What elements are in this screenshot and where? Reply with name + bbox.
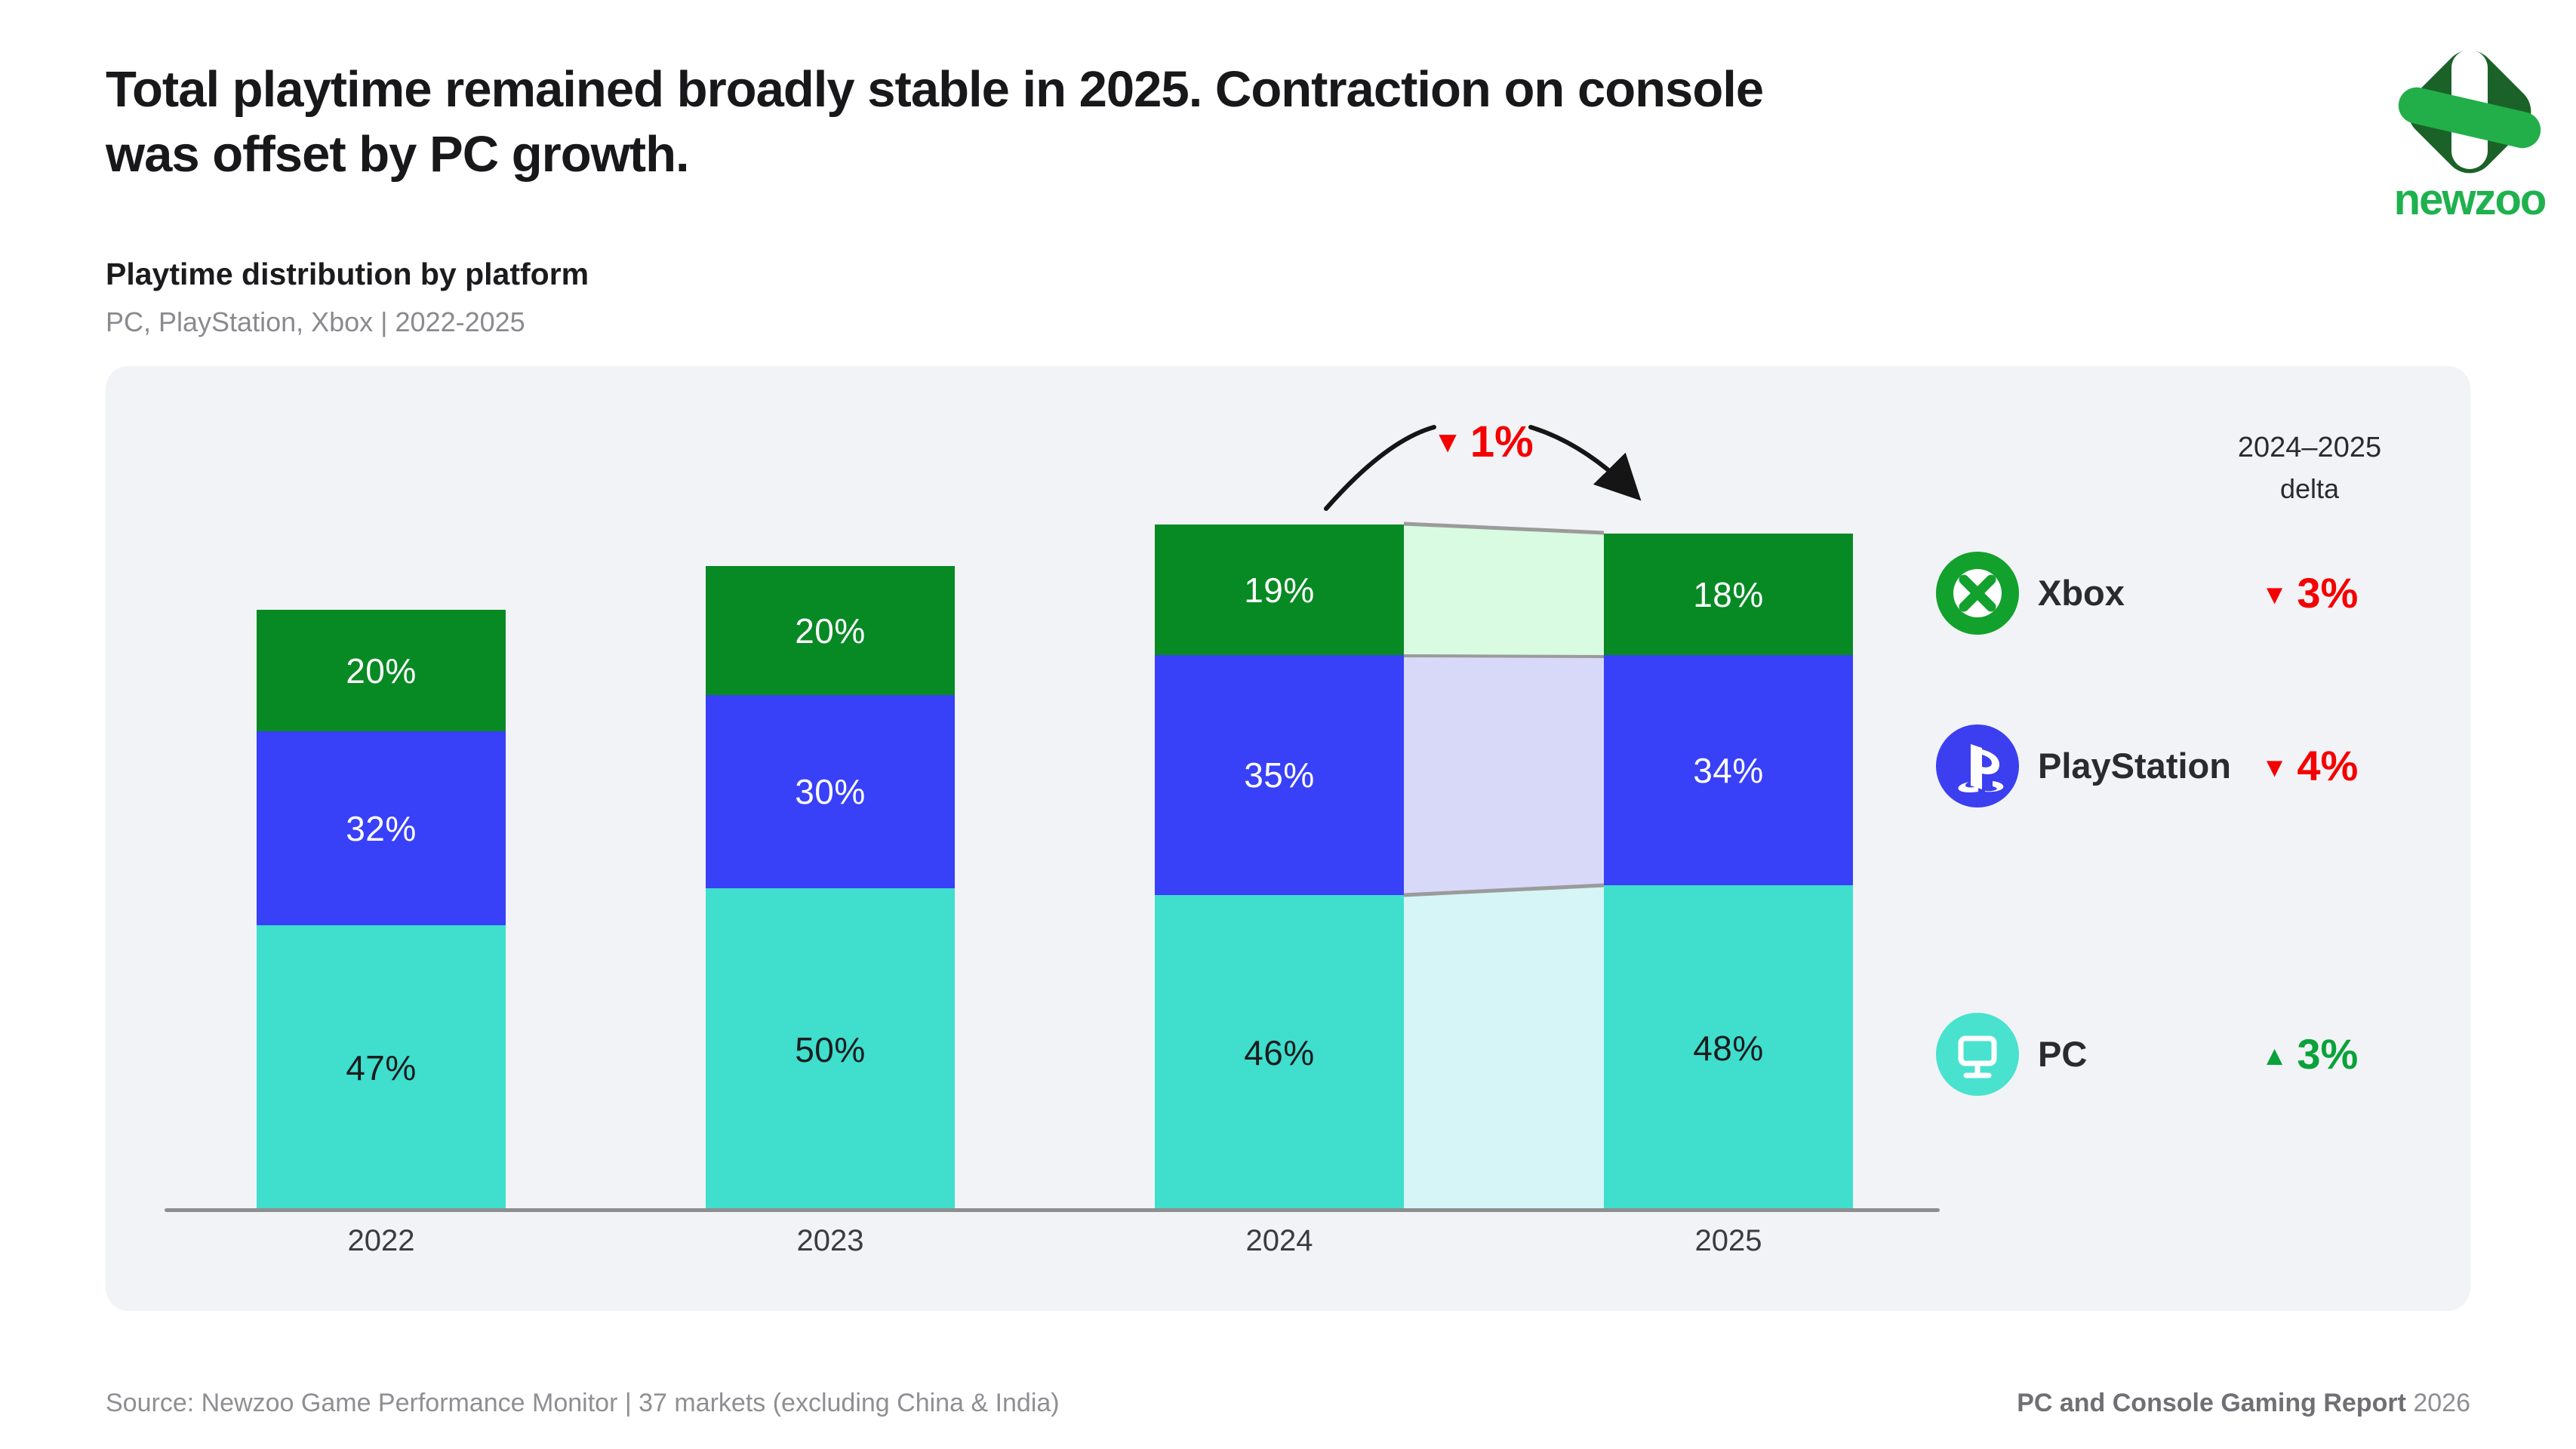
pc-monitor-icon — [1936, 1013, 2019, 1096]
total-change-annotation: ▼ 1% — [1433, 417, 1534, 466]
legend-header: 2024–2025 delta — [2237, 432, 2382, 505]
bar-segment-pc: 47% — [257, 925, 506, 1211]
bar-segment-playstation: 32% — [257, 731, 506, 925]
x-axis-label-2022: 2022 — [347, 1224, 415, 1257]
bar-segment-playstation: 34% — [1604, 655, 1853, 885]
delta-pc: ▲ 3% — [2261, 1030, 2359, 1078]
xbox-logo-icon — [1936, 552, 2019, 635]
bar-2024: 19% 35% 46% — [1155, 525, 1404, 1211]
bar-2025: 18% 34% 48% — [1604, 534, 1853, 1211]
triangle-down-icon: ▼ — [2261, 752, 2288, 783]
legend-label-playstation: PlayStation — [2038, 746, 2231, 786]
delta-playstation: ▼ 4% — [2261, 742, 2359, 789]
legend-label-xbox: Xbox — [2038, 573, 2125, 613]
page-title: Total playtime remained broadly stable i… — [106, 57, 2415, 187]
bar-2022: 20% 32% 47% — [257, 610, 506, 1211]
triangle-down-icon: ▼ — [2261, 579, 2288, 610]
footer-report-title: PC and Console Gaming Report 2026 — [2017, 1389, 2470, 1417]
x-axis-label-2024: 2024 — [1245, 1224, 1313, 1257]
bar-segment-playstation: 30% — [706, 695, 955, 888]
chart-meta: PC, PlayStation, Xbox | 2022-2025 — [106, 306, 525, 337]
playstation-logo-icon — [1936, 724, 2019, 808]
footer-source: Source: Newzoo Game Performance Monitor … — [106, 1389, 1060, 1417]
triangle-up-icon: ▲ — [2261, 1040, 2288, 1071]
bar-segment-xbox: 18% — [1604, 534, 1853, 655]
delta-xbox: ▼ 3% — [2261, 569, 2359, 617]
bar-segment-xbox: 20% — [257, 610, 506, 731]
bar-segment-xbox: 20% — [706, 566, 955, 695]
legend-label-pc: PC — [2038, 1034, 2088, 1074]
bar-2023: 20% 30% 50% — [706, 566, 955, 1211]
bar-segment-pc: 50% — [706, 888, 955, 1211]
chart-subtitle: Playtime distribution by platform — [106, 257, 589, 291]
triangle-down-icon: ▼ — [1433, 426, 1463, 459]
page-title-line1: Total playtime remained broadly stable i… — [106, 61, 1764, 118]
brand-wordmark: newzoo — [2394, 175, 2546, 224]
page-title-line2: was offset by PC growth. — [106, 125, 690, 183]
newzoo-diamond-icon — [2398, 50, 2541, 174]
bar-segment-pc: 48% — [1604, 885, 1853, 1211]
x-axis-label-2023: 2023 — [796, 1224, 864, 1257]
x-axis-line — [165, 1208, 1940, 1212]
bar-segment-playstation: 35% — [1155, 655, 1404, 895]
bar-segment-xbox: 19% — [1155, 525, 1404, 655]
newzoo-logo: newzoo — [2394, 50, 2547, 224]
bar-segment-pc: 46% — [1155, 895, 1404, 1211]
x-axis-label-2025: 2025 — [1694, 1224, 1762, 1257]
